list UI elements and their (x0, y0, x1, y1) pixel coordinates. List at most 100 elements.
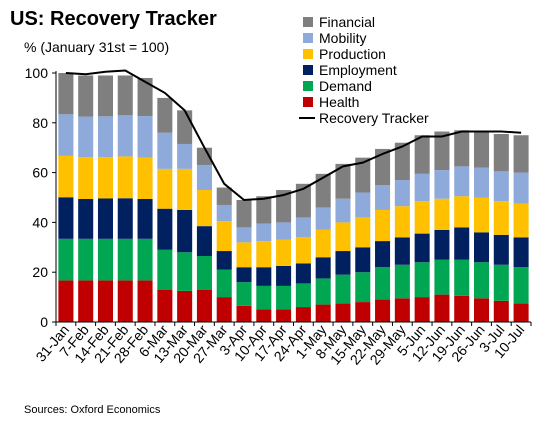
bar-health-1 (78, 280, 94, 322)
bar-production-7 (196, 190, 212, 227)
bar-mobility-11 (276, 222, 292, 240)
bar-demand-3 (117, 238, 133, 281)
bar-mobility-9 (236, 227, 252, 243)
legend-label-demand: Demand (319, 78, 372, 94)
bar-financial-15 (355, 157, 371, 193)
bar-employment-19 (434, 229, 450, 260)
bar-mobility-15 (355, 192, 371, 218)
legend-swatch-health (303, 97, 313, 107)
bar-production-2 (97, 157, 113, 199)
bar-employment-5 (157, 208, 173, 250)
bar-mobility-4 (137, 116, 153, 158)
bar-mobility-1 (78, 116, 94, 158)
bar-production-3 (117, 156, 133, 199)
bar-demand-22 (493, 264, 509, 301)
bar-health-22 (493, 300, 509, 322)
bar-health-11 (276, 309, 292, 322)
plot-area: 02040608010031-Jan7-Feb14-Feb21-Feb28-Fe… (25, 65, 532, 368)
bar-employment-23 (513, 237, 529, 268)
bar-financial-19 (434, 131, 450, 171)
bar-mobility-10 (256, 223, 272, 242)
bar-employment-16 (375, 241, 391, 268)
bar-financial-1 (78, 75, 94, 117)
bar-financial-16 (375, 148, 391, 186)
legend-label-financial: Financial (319, 14, 375, 30)
bar-financial-9 (236, 199, 252, 228)
chart-title: US: Recovery Tracker (10, 8, 217, 30)
bar-production-18 (414, 201, 430, 234)
bar-demand-0 (58, 238, 74, 281)
bar-financial-7 (196, 147, 212, 166)
bar-financial-20 (454, 130, 470, 167)
bar-financial-0 (58, 73, 74, 115)
bar-production-8 (216, 221, 232, 252)
legend: FinancialMobilityProductionEmploymentDem… (299, 14, 429, 126)
bar-mobility-22 (493, 171, 509, 202)
bar-employment-9 (236, 267, 252, 283)
bar-production-6 (177, 168, 193, 210)
bar-health-7 (196, 289, 212, 322)
bar-mobility-23 (513, 172, 529, 204)
bar-health-16 (375, 299, 391, 322)
bar-demand-1 (78, 238, 94, 281)
bar-health-6 (177, 290, 193, 323)
bar-employment-22 (493, 234, 509, 265)
chart-subtitle: % (January 31st = 100) (24, 39, 169, 55)
bar-demand-12 (295, 283, 311, 308)
bar-financial-11 (276, 190, 292, 223)
bar-mobility-18 (414, 173, 430, 202)
bar-demand-7 (196, 256, 212, 290)
bar-production-1 (78, 157, 94, 199)
bar-mobility-6 (177, 143, 193, 169)
bar-health-12 (295, 307, 311, 322)
bar-production-19 (434, 198, 450, 230)
legend-swatch-demand (303, 81, 313, 91)
bar-employment-13 (315, 257, 331, 279)
bar-production-4 (137, 157, 153, 199)
bar-demand-13 (315, 278, 331, 305)
bar-financial-5 (157, 97, 173, 133)
chart-source: Sources: Oxford Economics (24, 404, 161, 416)
bar-health-17 (394, 298, 410, 322)
bar-mobility-21 (474, 167, 490, 198)
bar-financial-18 (414, 135, 430, 174)
legend-label-production: Production (319, 46, 386, 62)
bar-employment-20 (454, 227, 470, 260)
bar-mobility-14 (335, 198, 351, 223)
bar-demand-18 (414, 262, 430, 298)
bar-demand-9 (236, 282, 252, 306)
bar-health-3 (117, 280, 133, 322)
bar-financial-4 (137, 77, 153, 117)
bar-employment-14 (335, 251, 351, 275)
legend-swatch-mobility (303, 33, 313, 43)
bar-mobility-2 (97, 116, 113, 158)
bar-mobility-8 (216, 204, 232, 222)
bar-health-8 (216, 297, 232, 322)
bar-demand-15 (355, 272, 371, 303)
bar-financial-22 (493, 134, 509, 172)
legend-swatch-employment (303, 65, 313, 75)
bar-financial-13 (315, 173, 331, 208)
bar-financial-10 (256, 196, 272, 224)
bar-health-2 (97, 280, 113, 322)
bar-health-15 (355, 302, 371, 322)
bar-mobility-3 (117, 115, 133, 157)
bar-production-21 (474, 197, 490, 233)
bar-production-14 (335, 222, 351, 252)
bar-financial-12 (295, 183, 311, 218)
bar-health-19 (434, 294, 450, 322)
bar-demand-16 (375, 267, 391, 300)
bar-mobility-19 (434, 170, 450, 199)
bar-employment-4 (137, 198, 153, 239)
bar-demand-8 (216, 269, 232, 298)
y-tick-label-3: 60 (32, 165, 48, 181)
bar-employment-21 (474, 232, 490, 263)
bar-employment-0 (58, 197, 74, 239)
bar-employment-10 (256, 267, 272, 286)
legend-swatch-production (303, 49, 313, 59)
bar-employment-2 (97, 198, 113, 239)
bar-financial-14 (335, 163, 351, 199)
bar-employment-6 (177, 209, 193, 253)
